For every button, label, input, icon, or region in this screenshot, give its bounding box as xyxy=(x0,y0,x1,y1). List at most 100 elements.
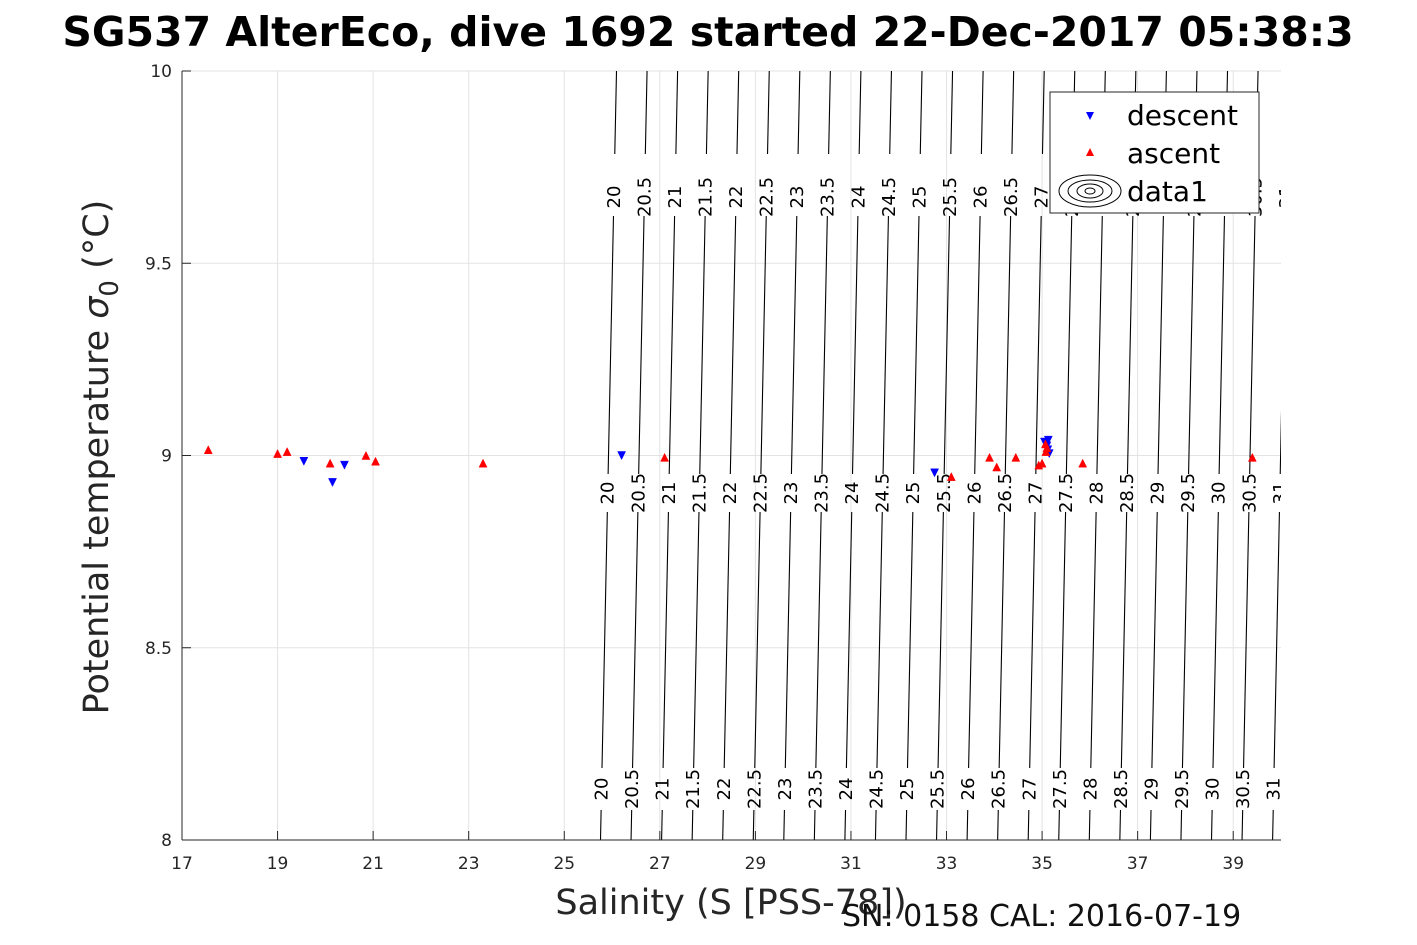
y-axis-label-part: (°C) xyxy=(77,200,117,280)
contour-line xyxy=(876,511,883,769)
contour-line xyxy=(1120,511,1128,769)
contour-label: 24.5 xyxy=(879,177,900,217)
contour-label: 24 xyxy=(842,482,863,505)
contour-line xyxy=(1279,409,1281,475)
contour-line xyxy=(974,215,981,475)
y-tick-label: 8.5 xyxy=(145,639,172,659)
contour-line xyxy=(607,215,615,475)
contour-label: 25.5 xyxy=(928,769,949,809)
contour-label: 22.5 xyxy=(750,473,771,513)
x-axis-label: Salinity (S [PSS-78]) xyxy=(555,883,906,923)
x-tick-label: 27 xyxy=(649,854,671,874)
contour-line xyxy=(919,71,923,155)
ascent-point xyxy=(1247,452,1257,462)
ascent-point xyxy=(203,445,213,454)
contour-label: 20.5 xyxy=(622,769,643,809)
contour-label: 26 xyxy=(970,186,991,209)
x-tick-label: 31 xyxy=(840,854,862,874)
ascent-point xyxy=(282,447,292,456)
contour-line xyxy=(813,809,816,840)
contour-line xyxy=(997,809,999,840)
legend-descent-marker xyxy=(1086,112,1094,120)
contour-line xyxy=(783,809,785,840)
descent-point xyxy=(340,460,349,470)
contour-label: 31 xyxy=(1270,482,1291,505)
contour-label: 24 xyxy=(836,778,857,801)
contour-line xyxy=(845,511,853,769)
y-tick-label: 9.5 xyxy=(145,254,172,274)
ascent-point xyxy=(371,456,380,466)
x-tick-label: 21 xyxy=(362,854,384,874)
contour-line xyxy=(1157,215,1164,475)
density-contours: 20 20 20 20.5 20.5 20.5 21 21 21 21.5 21.5 21.5 22 22… xyxy=(592,71,1291,840)
y-axis-label-part: 0 xyxy=(95,280,125,297)
y-axis-label: Potential temperature σ0 (°C) xyxy=(77,200,125,715)
contour-label: 28.5 xyxy=(1111,769,1132,809)
contour-label: 20 xyxy=(604,186,625,209)
ascent-point xyxy=(1037,458,1047,468)
contour-line xyxy=(1249,215,1256,475)
x-tick-label: 17 xyxy=(171,854,193,874)
contour-line xyxy=(752,809,755,840)
contour-label: 31 xyxy=(1264,778,1285,801)
contour-line xyxy=(1035,215,1042,475)
legend: descent ascent data1 xyxy=(1049,91,1260,214)
y-tick-label: 10 xyxy=(150,62,172,82)
ascent-point xyxy=(985,452,994,462)
ascent-point xyxy=(325,458,335,468)
x-tick-label: 37 xyxy=(1127,854,1149,874)
contour-line xyxy=(644,71,648,155)
contour-label: 25 xyxy=(903,482,924,505)
contour-line xyxy=(722,809,724,840)
contour-label: 28 xyxy=(1080,778,1101,801)
contour-line xyxy=(913,215,920,475)
contour-line xyxy=(790,215,798,475)
contour-line xyxy=(943,215,951,475)
y-tick-label: 8 xyxy=(161,831,172,851)
contour-label: 27.5 xyxy=(1050,769,1071,809)
contour-line xyxy=(1180,809,1183,840)
contour-label: 23.5 xyxy=(812,473,833,513)
contour-line xyxy=(705,71,709,155)
contour-line xyxy=(601,511,608,769)
y-tick-label: 9 xyxy=(161,447,172,467)
contour-line xyxy=(797,71,801,155)
contour-label: 29.5 xyxy=(1172,769,1193,809)
ascent-point xyxy=(946,472,956,481)
contour-line xyxy=(1119,809,1122,840)
legend-ascent-marker xyxy=(1086,148,1094,156)
y-axis-label-part: σ xyxy=(77,295,117,319)
contour-label: 20.5 xyxy=(628,473,649,513)
contour-line xyxy=(766,71,770,155)
contour-label: 30.5 xyxy=(1233,769,1254,809)
legend-box xyxy=(1049,91,1260,214)
contour-line xyxy=(1059,511,1067,769)
contour-line xyxy=(638,215,645,475)
contour-label: 23 xyxy=(781,482,802,505)
contour-line xyxy=(998,511,1006,769)
contour-line xyxy=(1212,511,1219,769)
contour-line xyxy=(630,809,633,840)
contour-line xyxy=(662,511,669,769)
contour-line xyxy=(1090,511,1097,769)
contour-line xyxy=(821,215,828,475)
serial-calibration-note: SN: 0158 CAL: 2016-07-19 xyxy=(842,899,1242,934)
contour-line xyxy=(631,511,639,769)
contour-line xyxy=(1242,511,1250,769)
contour-label: 22 xyxy=(720,482,741,505)
ascent-point xyxy=(992,462,1002,472)
contour-label: 22.5 xyxy=(744,769,765,809)
contour-line xyxy=(936,809,938,840)
x-tick-label: 25 xyxy=(553,854,575,874)
contour-line xyxy=(723,511,731,769)
contour-line xyxy=(760,215,767,475)
contour-label: 24 xyxy=(848,186,869,209)
contour-line xyxy=(828,71,831,155)
contour-line xyxy=(889,71,892,155)
contour-label: 30.5 xyxy=(1239,473,1260,513)
contour-label: 25.5 xyxy=(940,177,961,217)
contour-line xyxy=(966,809,969,840)
descent-point xyxy=(328,478,337,487)
contour-line xyxy=(1027,809,1030,840)
contour-label: 29.5 xyxy=(1178,473,1199,513)
